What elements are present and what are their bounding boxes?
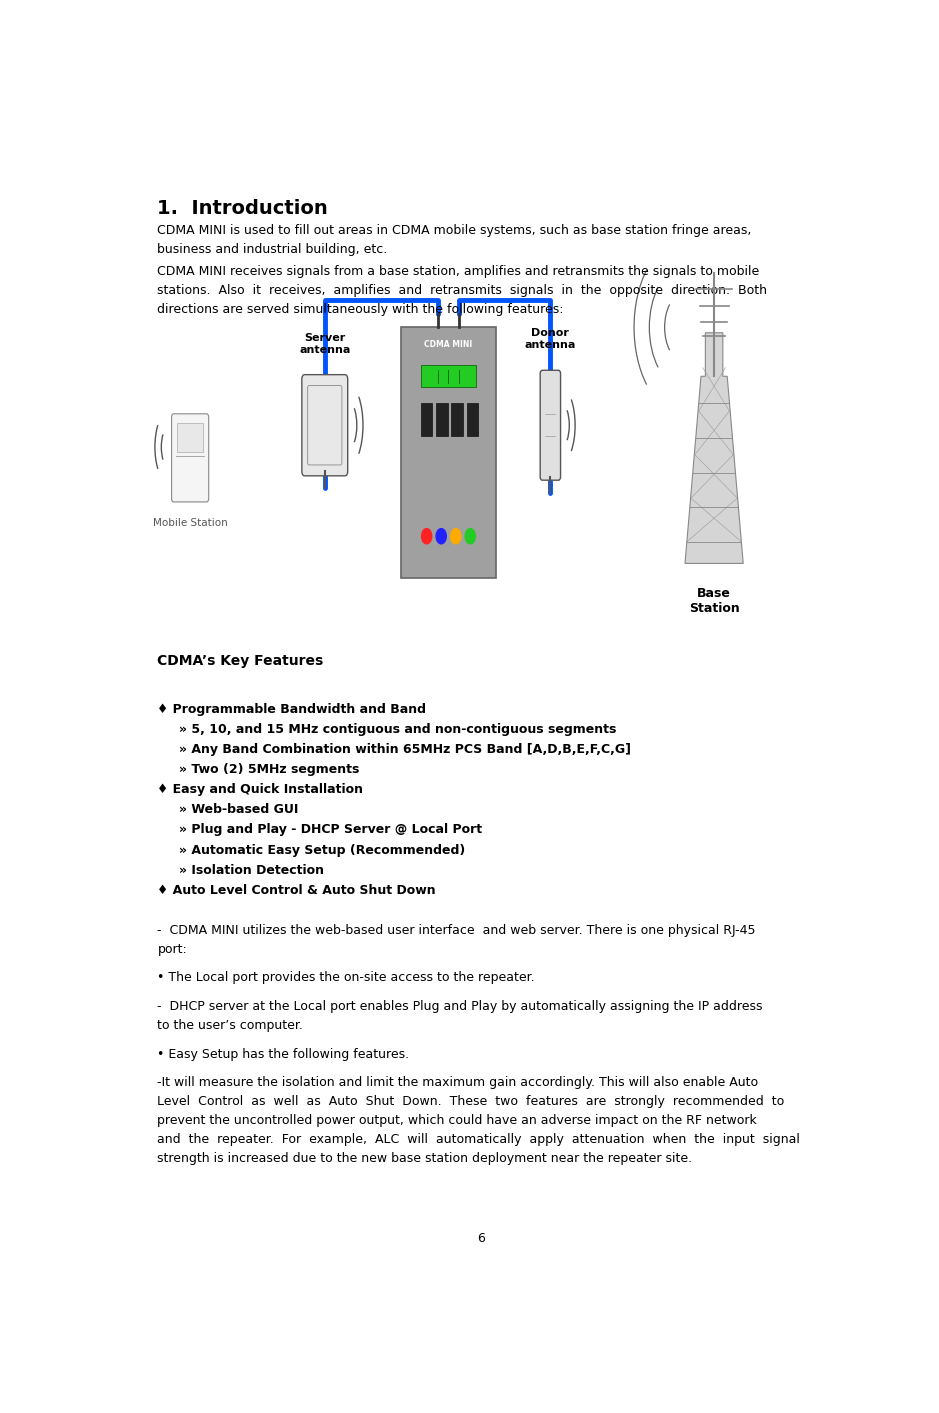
Text: » Web-based GUI: » Web-based GUI <box>179 804 299 817</box>
Bar <box>421 366 476 387</box>
FancyBboxPatch shape <box>301 374 347 476</box>
Text: -It will measure the isolation and limit the maximum gain accordingly. This will: -It will measure the isolation and limit… <box>158 1075 800 1164</box>
Text: Server
antenna: Server antenna <box>300 333 350 355</box>
Text: CDMA’s Key Features: CDMA’s Key Features <box>158 654 324 668</box>
Circle shape <box>436 528 446 544</box>
Text: » Any Band Combination within 65MHz PCS Band [A,D,B,E,F,C,G]: » Any Band Combination within 65MHz PCS … <box>179 743 631 756</box>
Text: ♦ Programmable Bandwidth and Band: ♦ Programmable Bandwidth and Band <box>158 702 426 716</box>
FancyBboxPatch shape <box>172 414 208 502</box>
Text: • The Local port provides the on-site access to the repeater.: • The Local port provides the on-site ac… <box>158 971 535 985</box>
Text: » Isolation Detection: » Isolation Detection <box>179 863 324 876</box>
Text: » 5, 10, and 15 MHz contiguous and non-contiguous segments: » 5, 10, and 15 MHz contiguous and non-c… <box>179 723 617 736</box>
Bar <box>452 404 463 437</box>
Bar <box>401 328 496 578</box>
Text: CDMA MINI: CDMA MINI <box>424 341 472 349</box>
Bar <box>177 422 203 452</box>
Text: » Plug and Play - DHCP Server @ Local Port: » Plug and Play - DHCP Server @ Local Po… <box>179 824 483 836</box>
Text: 6: 6 <box>477 1232 485 1245</box>
Text: 1.  Introduction: 1. Introduction <box>158 199 328 218</box>
FancyBboxPatch shape <box>540 370 561 480</box>
Text: Base
Station: Base Station <box>688 588 740 615</box>
Polygon shape <box>685 333 744 564</box>
Circle shape <box>451 528 461 544</box>
Text: » Two (2) 5MHz segments: » Two (2) 5MHz segments <box>179 763 360 776</box>
Circle shape <box>465 528 475 544</box>
Text: Mobile Station: Mobile Station <box>153 519 227 528</box>
Text: » Automatic Easy Setup (Recommended): » Automatic Easy Setup (Recommended) <box>179 844 466 856</box>
Text: Donor
antenna: Donor antenna <box>525 328 576 349</box>
Text: • Easy Setup has the following features.: • Easy Setup has the following features. <box>158 1047 409 1061</box>
Circle shape <box>422 528 432 544</box>
Text: ♦ Auto Level Control & Auto Shut Down: ♦ Auto Level Control & Auto Shut Down <box>158 885 436 897</box>
Bar <box>436 404 448 437</box>
Text: -  DHCP server at the Local port enables Plug and Play by automatically assignin: - DHCP server at the Local port enables … <box>158 1000 762 1031</box>
Bar <box>467 404 478 437</box>
Bar <box>421 404 433 437</box>
Text: -  CDMA MINI utilizes the web-based user interface  and web server. There is one: - CDMA MINI utilizes the web-based user … <box>158 924 756 955</box>
Text: CDMA MINI receives signals from a base station, amplifies and retransmits the si: CDMA MINI receives signals from a base s… <box>158 266 767 317</box>
Text: ♦ Easy and Quick Installation: ♦ Easy and Quick Installation <box>158 783 363 796</box>
Text: CDMA MINI is used to fill out areas in CDMA mobile systems, such as base station: CDMA MINI is used to fill out areas in C… <box>158 223 752 256</box>
